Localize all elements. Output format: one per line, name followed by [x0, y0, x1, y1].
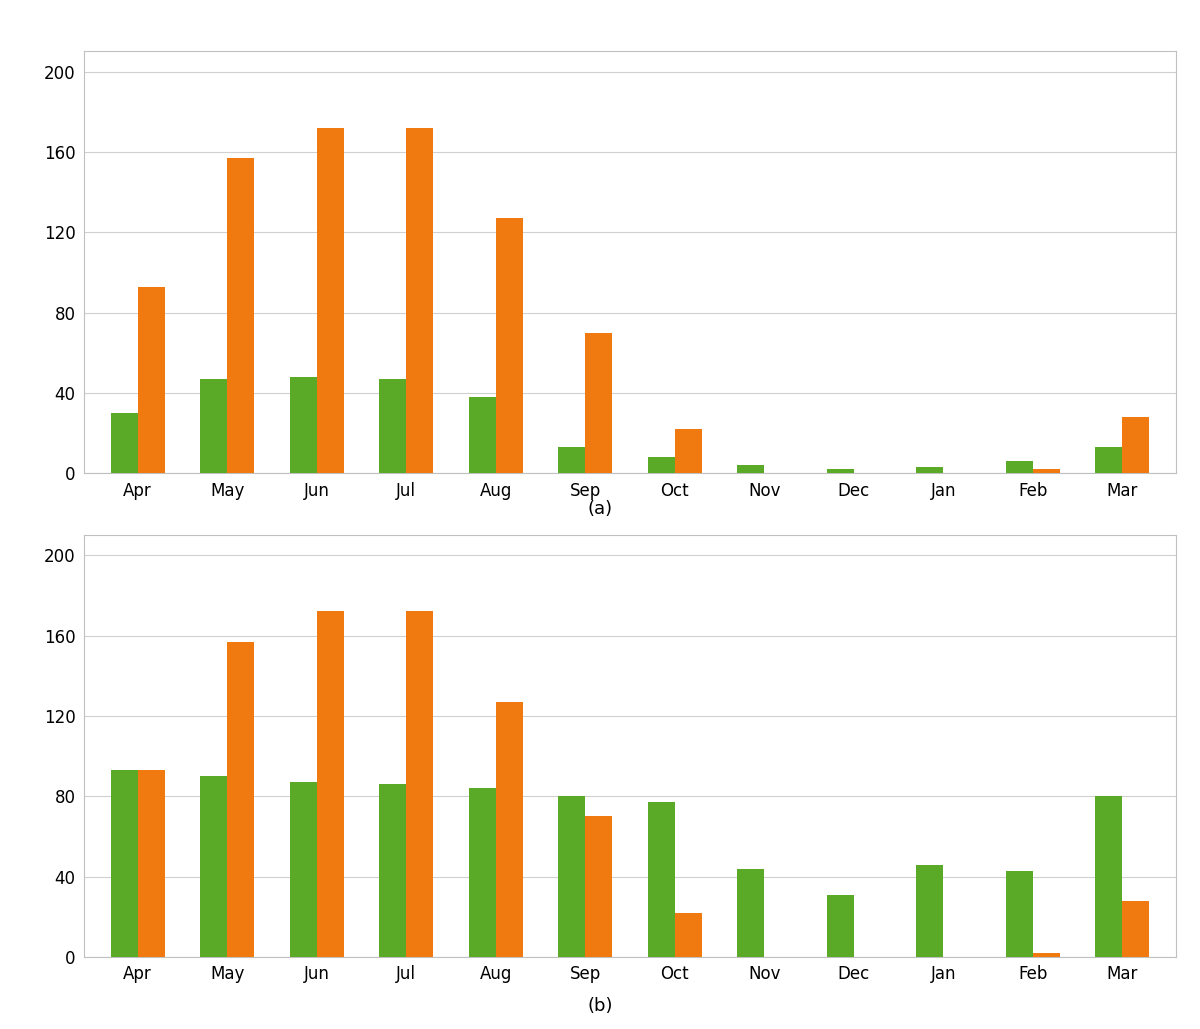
Bar	[496, 702, 522, 957]
Bar	[917, 467, 943, 473]
Bar	[674, 429, 702, 473]
Bar	[586, 332, 612, 473]
Bar	[1096, 448, 1122, 473]
Bar	[379, 379, 407, 473]
Bar	[379, 784, 407, 957]
Bar	[496, 218, 522, 473]
Bar	[1033, 469, 1060, 473]
Bar	[200, 776, 227, 957]
Bar	[227, 157, 254, 473]
Bar	[110, 413, 138, 473]
Bar	[138, 286, 164, 473]
Bar	[738, 868, 764, 957]
Bar	[1006, 461, 1033, 473]
Bar	[1122, 900, 1150, 957]
Bar	[1006, 871, 1033, 957]
Bar	[558, 448, 586, 473]
Bar	[827, 894, 853, 957]
Bar	[290, 782, 317, 957]
Bar	[648, 803, 674, 957]
Legend: Electricity (MWh), Heating (MWh): Electricity (MWh), Heating (MWh)	[428, 548, 832, 582]
Bar	[317, 128, 343, 473]
Bar	[110, 770, 138, 957]
Bar	[317, 611, 343, 957]
Bar	[1096, 796, 1122, 957]
Bar	[290, 377, 317, 473]
Bar	[1033, 953, 1060, 957]
Bar	[227, 641, 254, 957]
Bar	[738, 465, 764, 473]
Text: (b): (b)	[587, 997, 613, 1016]
Bar	[469, 788, 496, 957]
Bar	[558, 796, 586, 957]
Bar	[586, 816, 612, 957]
Text: (a): (a)	[588, 500, 612, 519]
Bar	[407, 611, 433, 957]
Bar	[827, 469, 853, 473]
Bar	[200, 379, 227, 473]
Bar	[138, 770, 164, 957]
Bar	[469, 397, 496, 473]
Bar	[407, 128, 433, 473]
Bar	[648, 457, 674, 473]
Bar	[674, 913, 702, 957]
Bar	[1122, 417, 1150, 473]
Bar	[917, 864, 943, 957]
